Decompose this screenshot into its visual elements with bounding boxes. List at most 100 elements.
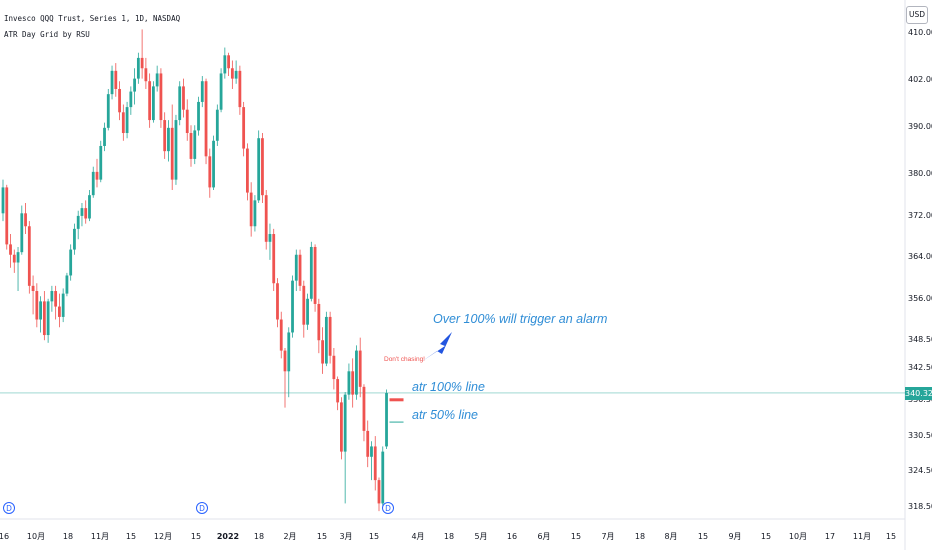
candle-body [313, 246, 317, 304]
dividend-marker-circle [3, 502, 15, 514]
x-tick-label: 15 [761, 532, 771, 541]
candle [1, 179, 5, 222]
candle-body [9, 244, 12, 255]
dividend-marker-label: D [199, 504, 205, 513]
candle [76, 210, 80, 240]
candle [246, 143, 249, 201]
candle-body [219, 73, 223, 110]
candle-body [1, 187, 5, 214]
x-tick-label: 17 [825, 532, 835, 541]
candle-body [46, 301, 50, 336]
candle [144, 57, 148, 89]
candle-body [328, 316, 332, 356]
candle [174, 114, 178, 185]
candle [230, 60, 234, 89]
candle [110, 65, 114, 100]
candle [159, 68, 163, 128]
candle-body [155, 73, 159, 87]
candle [298, 249, 302, 292]
candle-body [20, 213, 24, 253]
candle [197, 96, 200, 136]
candle [99, 140, 103, 183]
dividend-marker[interactable]: D [382, 502, 394, 514]
candle-body [385, 392, 388, 447]
x-tick-label: 15 [369, 532, 379, 541]
candle [272, 228, 276, 292]
symbol-legend[interactable]: Invesco QQQ Trust, Series 1, 1D, NASDAQ [4, 14, 181, 23]
dividend-marker-circle [196, 502, 208, 514]
candle-body [298, 254, 302, 286]
candle-body [238, 70, 242, 108]
candle-body [291, 280, 294, 333]
candle-body [227, 55, 230, 69]
last-price-tag: 340.32 [905, 386, 932, 400]
x-tick-label: 5月 [474, 532, 487, 541]
candle [129, 86, 133, 115]
alarm-arrow-shape [421, 332, 452, 362]
candle-body [73, 228, 76, 250]
candle-body [27, 226, 31, 286]
y-tick-label: 372.00 [908, 211, 932, 220]
y-tick-label: 390.00 [908, 122, 932, 131]
indicator-legend[interactable]: ATR Day Grid by RSU [4, 30, 90, 39]
dividend-marker[interactable]: D [3, 502, 15, 514]
candle [302, 280, 306, 338]
candle-body [373, 446, 377, 481]
candle-body [76, 215, 80, 229]
candle-body [340, 402, 343, 452]
candle [381, 446, 385, 506]
x-axis: 16 10月 18 11月 15 12月 15 2022 18 2月 15 3月 15 4月 18 5月 16 6… [0, 532, 896, 541]
candle [264, 190, 268, 250]
candle-body [50, 291, 54, 302]
candle-body [234, 70, 238, 79]
x-tick-label: 15 [317, 532, 327, 541]
candle [276, 278, 279, 328]
candle [24, 202, 27, 235]
candle [373, 436, 377, 491]
candle-body [279, 319, 283, 351]
candle-body [381, 451, 385, 504]
candle [118, 81, 121, 121]
y-tick-label: 318.50 [908, 502, 932, 511]
candle [58, 293, 61, 328]
candle [27, 221, 31, 294]
candle-body [257, 138, 261, 201]
candle [178, 81, 182, 126]
candle [291, 275, 294, 338]
x-tick-label: 7月 [601, 532, 614, 541]
y-tick-label: 342.50 [908, 363, 932, 372]
candle-body [212, 140, 215, 188]
candle [377, 477, 381, 512]
candle-body [174, 120, 178, 180]
candle-body [24, 213, 27, 227]
candle [242, 101, 246, 157]
candle [200, 76, 204, 108]
dividend-marker[interactable]: D [196, 502, 208, 514]
candle-body [95, 171, 99, 180]
candle-body [136, 57, 140, 79]
candle-body [321, 340, 324, 364]
candle-body [163, 120, 167, 152]
x-tick-label: 18 [444, 532, 454, 541]
x-tick-label: 15 [886, 532, 896, 541]
x-tick-label: 10月 [789, 532, 807, 541]
candle-body [121, 112, 125, 134]
candle [9, 234, 12, 268]
candle-body [261, 138, 264, 196]
candle [366, 420, 370, 468]
candle [343, 392, 347, 504]
candle [5, 184, 9, 250]
candle [12, 249, 16, 273]
candle-body [178, 86, 182, 121]
candle [294, 249, 298, 292]
candle [219, 68, 223, 113]
candle [279, 311, 283, 359]
candle-body [125, 107, 129, 134]
candle [148, 73, 152, 128]
currency-button[interactable]: USD [906, 6, 928, 24]
candle [42, 291, 46, 341]
candle-body [253, 200, 257, 227]
candle-body [294, 254, 298, 281]
candle-body [189, 133, 193, 159]
